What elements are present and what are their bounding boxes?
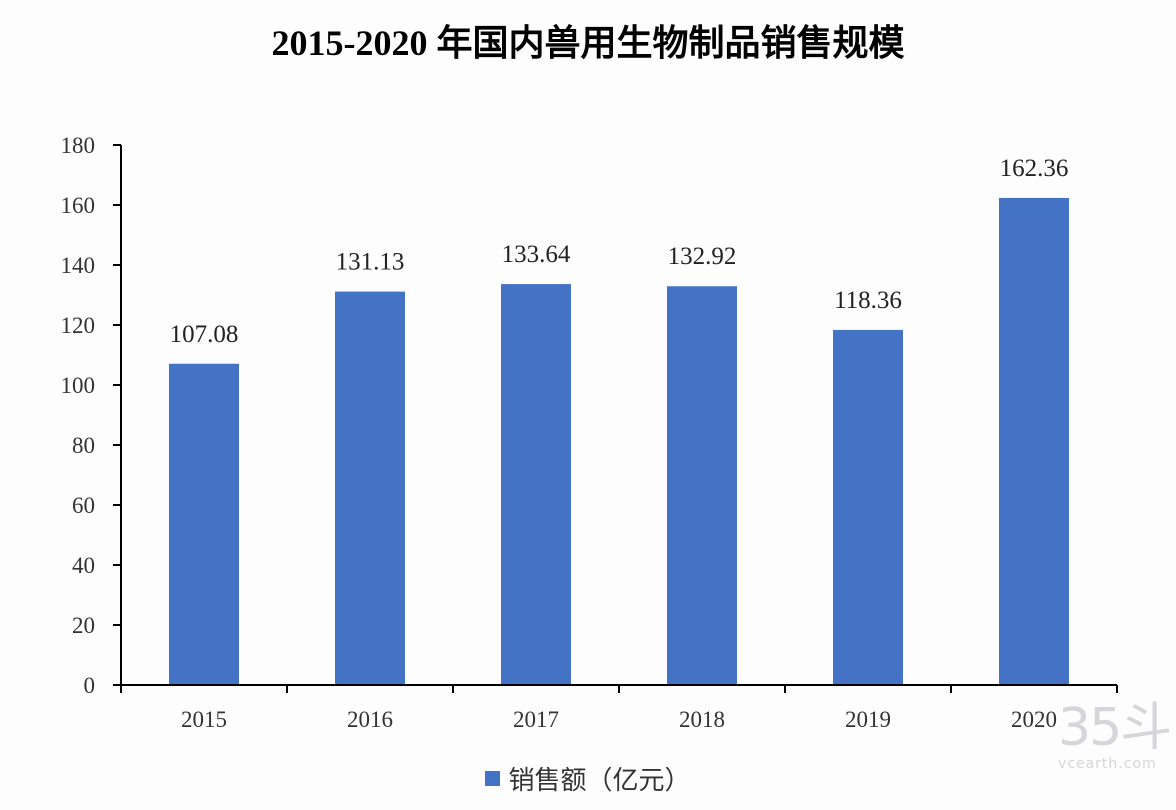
x-tick-label: 2015 xyxy=(181,707,227,732)
data-label: 162.36 xyxy=(1000,155,1069,182)
watermark: 35斗 vcearth.com xyxy=(1058,698,1172,772)
bar-series: 107.08 131.13 133.64 132.92 118.36 162.36 xyxy=(169,155,1069,686)
bar-2017 xyxy=(501,284,571,685)
y-tick-label: 80 xyxy=(72,433,95,458)
y-tick-label: 20 xyxy=(72,613,95,638)
bar-2018 xyxy=(667,286,737,685)
data-label: 131.13 xyxy=(336,249,405,276)
y-tick-label: 40 xyxy=(72,553,95,578)
y-tick-label: 160 xyxy=(61,193,96,218)
bar-2016 xyxy=(335,291,405,685)
legend-label: 销售额（亿元） xyxy=(508,766,691,796)
legend-swatch xyxy=(485,771,501,786)
axes: 2015 2016 2017 2018 2019 2020 0 20 40 60 80 100 120 1… xyxy=(61,133,1118,732)
y-tick-label: 60 xyxy=(72,493,95,518)
watermark-logo: 35斗 xyxy=(1058,698,1172,758)
y-tick-label: 140 xyxy=(61,253,96,278)
bar-2020 xyxy=(999,197,1069,686)
x-tick-label: 2016 xyxy=(347,707,393,732)
data-label: 132.92 xyxy=(668,243,737,270)
x-tick-label: 2020 xyxy=(1011,707,1057,732)
chart-title: 2015-2020 年国内兽用生物制品销售规模 xyxy=(271,23,905,63)
x-tick-label: 2018 xyxy=(679,707,725,732)
y-tick-label: 0 xyxy=(84,673,96,698)
x-tick-label: 2019 xyxy=(845,707,891,732)
y-tick-label: 100 xyxy=(61,373,96,398)
y-tick-label: 180 xyxy=(61,133,96,158)
data-label: 133.64 xyxy=(502,241,571,268)
data-label: 107.08 xyxy=(170,321,239,348)
bar-2019 xyxy=(833,329,903,685)
legend: 销售额（亿元） xyxy=(0,760,1176,797)
bar-2015 xyxy=(169,363,239,685)
watermark-site: vcearth.com xyxy=(1058,756,1157,772)
x-tick-label: 2017 xyxy=(513,707,559,732)
data-label: 118.36 xyxy=(834,287,902,314)
y-tick-label: 120 xyxy=(61,313,96,338)
